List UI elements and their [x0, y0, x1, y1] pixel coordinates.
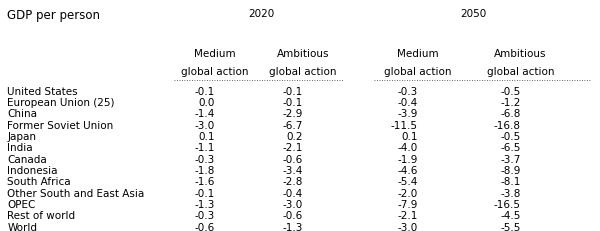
Text: -1.9: -1.9	[397, 155, 418, 165]
Text: GDP per person: GDP per person	[7, 9, 100, 22]
Text: -3.7: -3.7	[500, 155, 521, 165]
Text: -16.8: -16.8	[493, 121, 521, 131]
Text: -16.5: -16.5	[493, 200, 521, 210]
Text: 0.2: 0.2	[286, 132, 303, 142]
Text: Ambitious: Ambitious	[277, 49, 329, 59]
Text: -0.1: -0.1	[194, 87, 215, 97]
Text: Canada: Canada	[7, 155, 47, 165]
Text: Japan: Japan	[7, 132, 36, 142]
Text: -1.6: -1.6	[194, 177, 215, 187]
Text: -0.5: -0.5	[500, 87, 521, 97]
Text: -8.1: -8.1	[500, 177, 521, 187]
Text: Medium: Medium	[194, 49, 236, 59]
Text: 2020: 2020	[248, 9, 275, 19]
Text: global action: global action	[487, 67, 554, 77]
Text: United States: United States	[7, 87, 78, 97]
Text: -1.8: -1.8	[194, 166, 215, 176]
Text: -0.4: -0.4	[283, 188, 303, 199]
Text: -5.5: -5.5	[500, 222, 521, 231]
Text: global action: global action	[269, 67, 337, 77]
Text: -1.3: -1.3	[283, 222, 303, 231]
Text: -0.3: -0.3	[194, 211, 215, 221]
Text: -2.9: -2.9	[283, 109, 303, 119]
Text: Indonesia: Indonesia	[7, 166, 58, 176]
Text: -6.5: -6.5	[500, 143, 521, 153]
Text: -5.4: -5.4	[397, 177, 418, 187]
Text: global action: global action	[181, 67, 248, 77]
Text: Former Soviet Union: Former Soviet Union	[7, 121, 113, 131]
Text: 0.1: 0.1	[198, 132, 215, 142]
Text: -3.0: -3.0	[194, 121, 215, 131]
Text: 2050: 2050	[460, 9, 487, 19]
Text: OPEC: OPEC	[7, 200, 35, 210]
Text: Ambitious: Ambitious	[494, 49, 547, 59]
Text: -0.1: -0.1	[194, 188, 215, 199]
Text: -3.8: -3.8	[500, 188, 521, 199]
Text: -3.9: -3.9	[397, 109, 418, 119]
Text: -7.9: -7.9	[397, 200, 418, 210]
Text: -3.4: -3.4	[283, 166, 303, 176]
Text: -1.4: -1.4	[194, 109, 215, 119]
Text: -0.3: -0.3	[194, 155, 215, 165]
Text: -2.1: -2.1	[397, 211, 418, 221]
Text: -6.7: -6.7	[283, 121, 303, 131]
Text: European Union (25): European Union (25)	[7, 98, 115, 108]
Text: World: World	[7, 222, 37, 231]
Text: -11.5: -11.5	[391, 121, 418, 131]
Text: Rest of world: Rest of world	[7, 211, 76, 221]
Text: -1.1: -1.1	[194, 143, 215, 153]
Text: -0.6: -0.6	[194, 222, 215, 231]
Text: -4.0: -4.0	[397, 143, 418, 153]
Text: India: India	[7, 143, 33, 153]
Text: Medium: Medium	[397, 49, 439, 59]
Text: -2.0: -2.0	[397, 188, 418, 199]
Text: -4.5: -4.5	[500, 211, 521, 221]
Text: global action: global action	[384, 67, 451, 77]
Text: -4.6: -4.6	[397, 166, 418, 176]
Text: -1.3: -1.3	[194, 200, 215, 210]
Text: -3.0: -3.0	[283, 200, 303, 210]
Text: -0.1: -0.1	[283, 98, 303, 108]
Text: -0.3: -0.3	[397, 87, 418, 97]
Text: -0.6: -0.6	[283, 211, 303, 221]
Text: -6.8: -6.8	[500, 109, 521, 119]
Text: -3.0: -3.0	[397, 222, 418, 231]
Text: -0.1: -0.1	[283, 87, 303, 97]
Text: China: China	[7, 109, 37, 119]
Text: -0.5: -0.5	[500, 132, 521, 142]
Text: 0.1: 0.1	[401, 132, 418, 142]
Text: -8.9: -8.9	[500, 166, 521, 176]
Text: Other South and East Asia: Other South and East Asia	[7, 188, 145, 199]
Text: 0.0: 0.0	[199, 98, 215, 108]
Text: -0.6: -0.6	[283, 155, 303, 165]
Text: -2.8: -2.8	[283, 177, 303, 187]
Text: South Africa: South Africa	[7, 177, 71, 187]
Text: -2.1: -2.1	[283, 143, 303, 153]
Text: -1.2: -1.2	[500, 98, 521, 108]
Text: -0.4: -0.4	[397, 98, 418, 108]
